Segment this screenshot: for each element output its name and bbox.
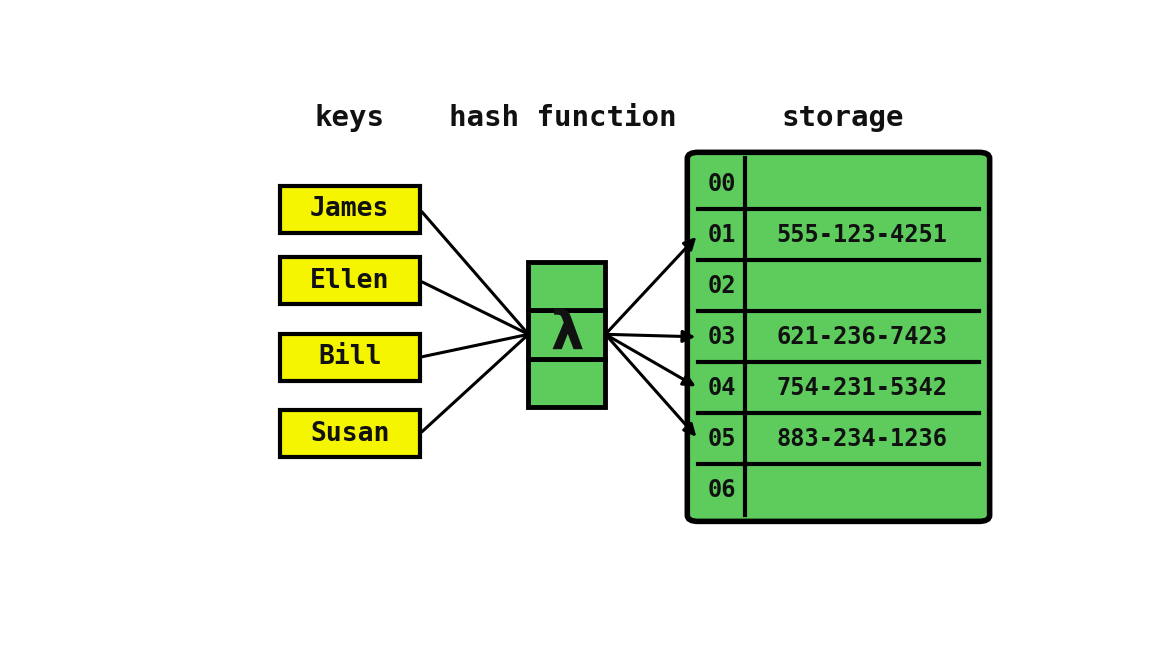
Text: 03: 03	[708, 325, 736, 349]
Text: 05: 05	[708, 427, 736, 451]
FancyBboxPatch shape	[279, 258, 419, 305]
Text: keys: keys	[314, 104, 384, 132]
Text: 01: 01	[708, 223, 736, 247]
Text: 883-234-1236: 883-234-1236	[777, 427, 947, 451]
FancyBboxPatch shape	[279, 410, 419, 457]
Text: storage: storage	[781, 104, 904, 132]
Text: 06: 06	[708, 478, 736, 502]
Text: 555-123-4251: 555-123-4251	[777, 223, 947, 247]
Text: 04: 04	[708, 376, 736, 400]
FancyBboxPatch shape	[528, 310, 605, 359]
Text: 00: 00	[708, 172, 736, 196]
Text: 02: 02	[708, 274, 736, 298]
Text: 621-236-7423: 621-236-7423	[777, 325, 947, 349]
Text: 754-231-5342: 754-231-5342	[777, 376, 947, 400]
FancyBboxPatch shape	[687, 152, 989, 522]
Text: Bill: Bill	[318, 344, 382, 370]
FancyBboxPatch shape	[528, 261, 605, 310]
Text: λ: λ	[550, 308, 584, 360]
FancyBboxPatch shape	[279, 334, 419, 381]
Text: Ellen: Ellen	[310, 268, 389, 294]
Text: James: James	[310, 197, 389, 222]
FancyBboxPatch shape	[528, 359, 605, 407]
Text: hash function: hash function	[449, 104, 676, 132]
Text: Susan: Susan	[310, 421, 389, 447]
FancyBboxPatch shape	[279, 186, 419, 233]
